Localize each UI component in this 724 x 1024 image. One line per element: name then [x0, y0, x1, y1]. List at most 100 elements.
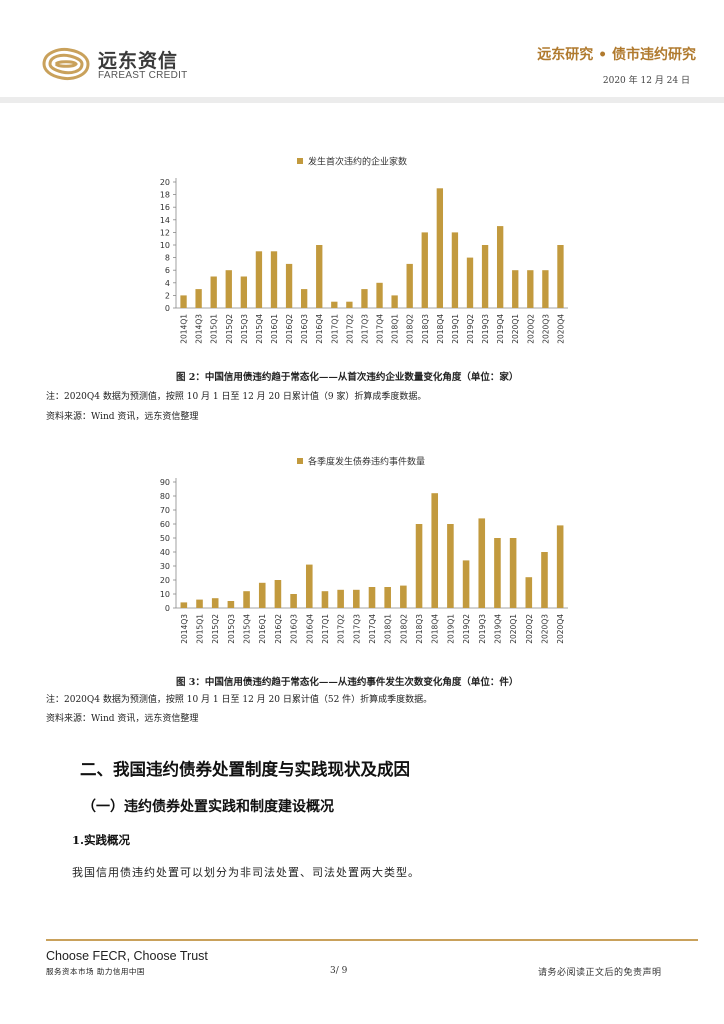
bar	[509, 538, 517, 608]
bar	[436, 188, 444, 308]
bar	[466, 257, 474, 308]
bar	[462, 560, 470, 608]
bar	[527, 270, 534, 308]
figure-3-note: 注：2020Q4 数据为预测值，按照 10 月 1 日至 12 月 20 日累计…	[46, 695, 433, 705]
y-tick-label: 2	[165, 291, 170, 300]
x-tick-label: 2020Q1	[511, 314, 520, 344]
bar	[542, 270, 549, 308]
bar	[431, 493, 439, 608]
bar	[353, 589, 360, 608]
x-tick-label: 2016Q2	[274, 614, 283, 644]
x-tick-label: 2019Q1	[451, 314, 460, 344]
footer-slogan: Choose FECR, Choose Trust	[46, 949, 208, 963]
x-tick-label: 2015Q4	[255, 314, 264, 344]
y-tick-label: 4	[165, 279, 170, 288]
bar	[451, 232, 459, 308]
bar	[285, 263, 293, 308]
x-tick-label: 2016Q2	[285, 314, 294, 344]
bar	[406, 263, 413, 308]
bar	[258, 582, 266, 608]
x-tick-label: 2015Q4	[243, 614, 252, 644]
y-tick-label: 14	[160, 216, 170, 225]
x-tick-label: 2020Q2	[526, 314, 535, 344]
brand-name-en: FAREAST CREDIT	[98, 70, 188, 81]
x-tick-label: 2016Q1	[258, 614, 267, 644]
x-tick-label: 2020Q3	[541, 314, 550, 344]
bar	[447, 524, 454, 608]
y-tick-label: 0	[165, 604, 170, 613]
x-tick-label: 2018Q4	[431, 614, 440, 644]
fareast-credit-logo-icon	[42, 48, 90, 80]
figure-2-caption: 图 2：中国信用债违约趋于常态化——从首次违约企业数量变化角度（单位：家）	[176, 372, 519, 383]
y-tick-label: 70	[160, 506, 170, 515]
bar	[195, 289, 202, 308]
x-tick-label: 2014Q3	[195, 314, 204, 344]
bar	[557, 245, 564, 308]
x-tick-label: 2019Q4	[493, 614, 502, 644]
x-tick-label: 2020Q2	[525, 614, 534, 644]
x-tick-label: 2017Q1	[321, 614, 330, 644]
x-tick-label: 2016Q4	[315, 314, 324, 344]
bar	[478, 518, 486, 608]
bar	[512, 270, 519, 308]
figure-2-source: 资料来源：Wind 资讯，远东资信整理	[46, 412, 199, 422]
bar	[255, 251, 263, 308]
bar	[361, 289, 368, 308]
x-tick-label: 2018Q2	[399, 614, 408, 644]
x-tick-label: 2017Q2	[337, 614, 346, 644]
bar	[300, 289, 308, 308]
x-tick-label: 2019Q3	[478, 614, 487, 644]
header-section-title: 远东研究 • 债市违约研究	[537, 47, 696, 63]
bar	[494, 538, 501, 608]
y-tick-label: 60	[160, 520, 170, 529]
x-tick-label: 2015Q1	[210, 314, 219, 344]
bar	[290, 594, 297, 608]
x-tick-label: 2019Q4	[496, 314, 505, 344]
figure-3-caption: 图 3：中国信用债违约趋于常态化——从违约事件发生次数变化角度（单位：件）	[176, 677, 519, 688]
x-tick-label: 2019Q2	[466, 314, 475, 344]
bar	[210, 276, 217, 308]
bar	[415, 524, 423, 608]
x-tick-label: 2018Q1	[384, 614, 393, 644]
bar	[556, 525, 564, 608]
x-tick-label: 2019Q1	[446, 614, 455, 644]
y-tick-label: 6	[165, 266, 170, 275]
x-tick-label: 2020Q4	[556, 314, 565, 344]
footer-divider	[46, 939, 698, 941]
bar	[391, 295, 398, 308]
x-tick-label: 2016Q3	[300, 314, 309, 344]
body-paragraph: 我国信用债违约处置可以划分为非司法处置、司法处置两大类型。	[72, 866, 420, 879]
x-tick-label: 2018Q3	[415, 614, 424, 644]
y-tick-label: 10	[160, 241, 170, 250]
header-date: 2020 年 12 月 24 日	[602, 76, 690, 86]
bar	[376, 282, 383, 308]
legend-label: 各季度发生债券违约事件数量	[308, 456, 425, 468]
bar	[400, 585, 407, 608]
bar	[496, 226, 504, 308]
bar	[368, 587, 376, 608]
x-tick-label: 2020Q1	[509, 614, 518, 644]
x-tick-label: 2017Q4	[368, 614, 377, 644]
footer-disclaimer: 请务必阅读正文后的免责声明	[538, 968, 662, 978]
x-tick-label: 2019Q3	[481, 314, 490, 344]
x-tick-label: 2017Q4	[376, 314, 385, 344]
section-heading: 二、我国违约债券处置制度与实践现状及成因	[80, 760, 410, 779]
bar	[481, 245, 489, 308]
x-tick-label: 2017Q3	[352, 614, 361, 644]
bar	[337, 589, 344, 608]
footer-subslogan: 服务资本市场 助力信用中国	[46, 967, 145, 976]
bar	[211, 598, 219, 608]
y-tick-label: 12	[160, 228, 170, 237]
x-tick-label: 2017Q1	[330, 314, 339, 344]
y-tick-label: 90	[160, 478, 170, 487]
bar	[305, 564, 313, 608]
x-tick-label: 2018Q2	[406, 314, 415, 344]
x-tick-label: 2020Q4	[556, 614, 565, 644]
x-tick-label: 2014Q3	[180, 614, 189, 644]
sub-subsection-heading: 1.实践概况	[72, 833, 131, 847]
header-divider	[0, 97, 724, 103]
bar	[346, 301, 353, 308]
bar	[384, 587, 391, 608]
x-tick-label: 2018Q3	[421, 314, 430, 344]
y-tick-label: 0	[165, 304, 170, 313]
